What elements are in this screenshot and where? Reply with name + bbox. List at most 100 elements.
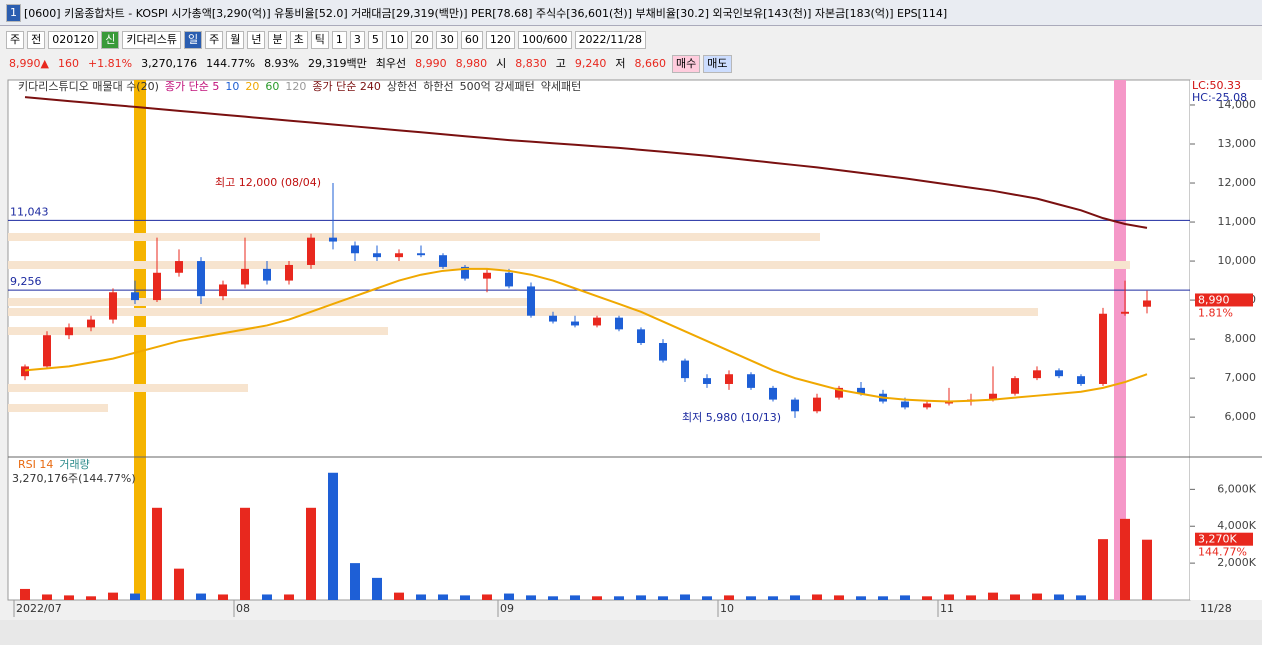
quote-value: 160	[57, 57, 79, 70]
volume-bar	[262, 594, 272, 600]
volume-bar	[460, 595, 470, 600]
quote-value: 저	[615, 57, 626, 70]
volume-bar	[152, 507, 162, 600]
toolbar-button[interactable]: 20	[410, 31, 433, 49]
y-tick-label: 14,000	[1218, 98, 1257, 111]
volume-bar	[1142, 539, 1152, 600]
quote-value: 9,240	[574, 57, 607, 70]
candle-body	[901, 401, 909, 408]
volume-bar	[790, 595, 800, 600]
volume-bar	[350, 563, 360, 600]
toolbar-button[interactable]: 신	[101, 31, 120, 49]
candle-body	[1077, 376, 1085, 384]
x-tick-label: 08	[236, 602, 250, 615]
legend-item: 종가 단순 5	[165, 80, 219, 93]
toolbar-button[interactable]: 일	[183, 31, 203, 49]
highlight-band	[1114, 80, 1126, 600]
moving-average	[24, 267, 1148, 403]
candle-body	[747, 374, 755, 388]
toolbar-button[interactable]: 1	[331, 31, 347, 49]
x-tick-label: 2022/07	[16, 602, 62, 615]
candle-body	[857, 387, 865, 394]
volume-marker	[1195, 532, 1253, 546]
candle-body	[21, 366, 29, 377]
candle-body	[263, 268, 271, 281]
toolbar-button[interactable]: 년	[247, 31, 266, 49]
price-marker	[1195, 293, 1253, 307]
volume-bar	[1098, 539, 1108, 600]
quote-value: 시	[496, 57, 507, 70]
volume-bar	[284, 594, 294, 600]
toolbar-button[interactable]: 120	[485, 31, 515, 49]
candle-body	[923, 403, 931, 408]
toolbar-button[interactable]: 키다리스튜	[122, 31, 181, 49]
legend-item: 키다리스튜디오 매물대 수(20)	[18, 80, 159, 93]
profile-bar	[8, 233, 820, 241]
toolbar-button[interactable]: 월	[226, 31, 245, 49]
legend-item: 거래량	[59, 458, 89, 471]
toolbar-button[interactable]: 10	[385, 31, 408, 49]
volume-bar	[394, 592, 404, 600]
quote-value: 8,830	[515, 57, 547, 70]
volume-bar	[174, 568, 184, 600]
candle-body	[681, 360, 689, 379]
y-tick-label: 7,000	[1225, 371, 1257, 384]
scroll-bar	[0, 620, 1262, 645]
toolbar-button[interactable]: 3	[349, 31, 365, 49]
candle-body	[329, 237, 337, 242]
volume-bar	[1032, 593, 1042, 600]
volume-bar	[702, 596, 712, 600]
x-tick-label: 09	[500, 602, 514, 615]
toolbar-button[interactable]: 분	[268, 31, 287, 49]
toolbar-button[interactable]: 5	[367, 31, 383, 49]
volume-bar	[42, 594, 52, 600]
candle-body	[1099, 313, 1107, 384]
volume-bar	[372, 577, 382, 600]
volume-bar	[966, 595, 976, 600]
y-tick-label: 8,000	[1225, 332, 1257, 345]
toolbar-button[interactable]: 틱	[310, 31, 329, 49]
profile-bar	[8, 308, 1038, 316]
quote-value: 최우선	[375, 57, 407, 70]
toolbar-button[interactable]: 주	[6, 31, 25, 49]
candle-body	[835, 387, 843, 398]
toolbar-button[interactable]: 초	[289, 31, 308, 49]
toolbar-button[interactable]: 020120	[48, 31, 99, 49]
volume-profile	[8, 233, 1130, 412]
volume-bar	[218, 594, 228, 600]
toolbar-button[interactable]: 60	[460, 31, 483, 49]
volume-bar	[614, 596, 624, 600]
toolbar-button[interactable]: 전	[27, 31, 46, 49]
buy-button[interactable]: 매수	[672, 55, 701, 73]
candle-body	[1011, 378, 1019, 394]
volume-bar	[724, 595, 734, 600]
candle-body	[43, 335, 51, 367]
profile-bar	[8, 261, 1130, 269]
volume-bar	[1010, 594, 1020, 600]
volume-bar	[130, 593, 140, 600]
chart: 6,0007,0008,0009,00010,00011,00012,00013…	[0, 79, 1262, 645]
candle-body	[571, 321, 579, 326]
quote-value: 8,980	[455, 57, 488, 70]
quote-value: 8.93%	[264, 57, 300, 70]
toolbar: 주 전 020120 신 키다리스튜 일 주 월 년 분 초 틱 1 3 5 10 20 30 60 120 100/6…	[0, 28, 1262, 52]
legend-item: RSI 14	[18, 458, 53, 471]
candle-body	[615, 317, 623, 330]
volume-bar	[592, 596, 602, 600]
toolbar-button[interactable]: 2022/11/28	[574, 31, 646, 49]
high-note: 최고 12,000 (08/04)	[215, 176, 321, 189]
volume-bar	[1076, 595, 1086, 600]
sell-button[interactable]: 매도	[703, 55, 732, 73]
candle-body	[197, 261, 205, 297]
toolbar-button[interactable]: 100/600	[517, 31, 572, 49]
quote-value: 8,660	[634, 57, 667, 70]
candle-body	[87, 319, 95, 328]
y-tick-label: 6,000K	[1217, 482, 1256, 495]
volume-bar	[900, 595, 910, 600]
quote-value: 3,270,176	[141, 57, 198, 70]
candle-body	[417, 253, 425, 256]
toolbar-button[interactable]: 주	[205, 31, 224, 49]
candle-body	[395, 253, 403, 258]
toolbar-button[interactable]: 30	[435, 31, 458, 49]
window-number: 1	[6, 3, 21, 22]
